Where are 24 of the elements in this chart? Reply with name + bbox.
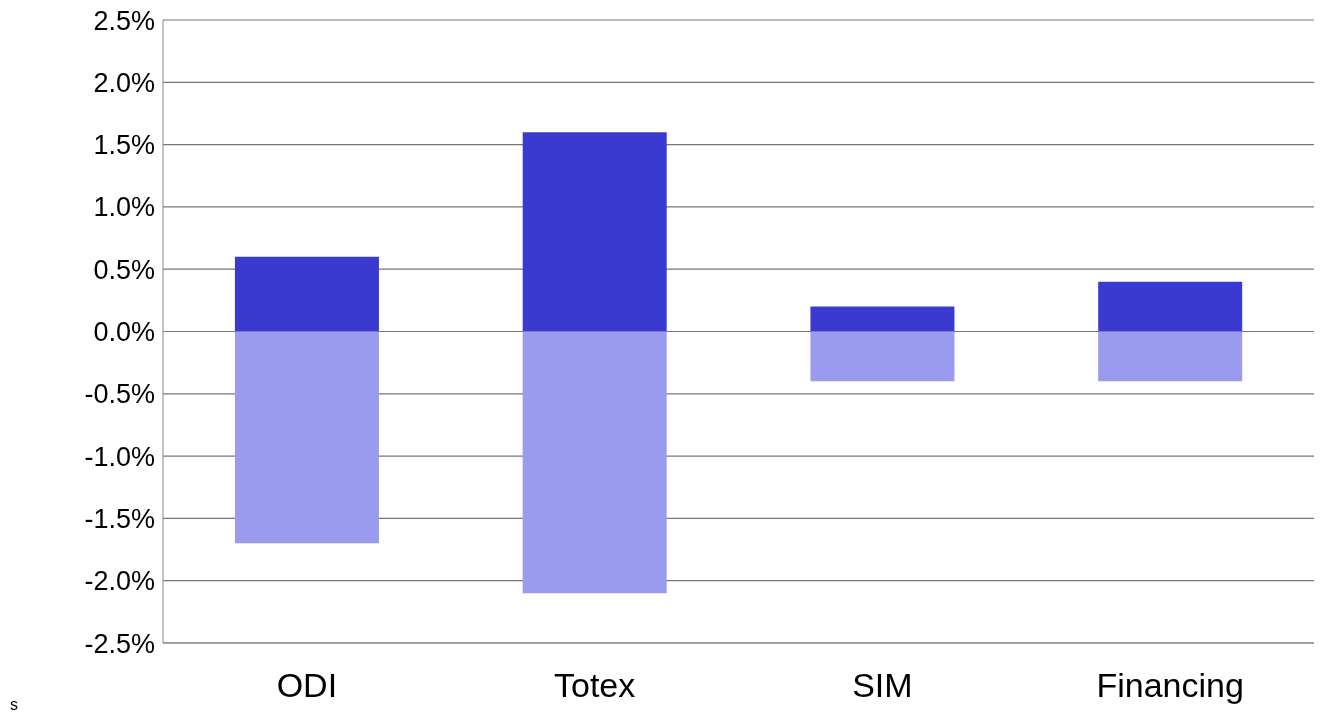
y-tick-label: -1.5%: [84, 503, 155, 534]
x-tick-label: ODI: [276, 666, 338, 705]
y-tick-label: -0.5%: [84, 379, 155, 410]
y-tick-label: 1.0%: [93, 192, 155, 223]
y-tick-label: -1.0%: [84, 441, 155, 472]
bar: [522, 331, 667, 594]
y-tick-label: -2.0%: [84, 566, 155, 597]
bar: [234, 256, 379, 332]
bar: [234, 331, 379, 544]
bar: [522, 132, 667, 332]
x-tick-label: Totex: [553, 666, 636, 705]
y-tick-label: 1.5%: [93, 130, 155, 161]
y-tick-label: 2.5%: [93, 5, 155, 36]
bar: [1098, 331, 1243, 382]
x-tick-label: SIM: [852, 666, 913, 705]
bar: [810, 306, 955, 332]
y-tick-label: 2.0%: [93, 67, 155, 98]
x-tick-label: Financing: [1096, 666, 1244, 705]
bar: [1098, 281, 1243, 332]
y-tick-label: 0.5%: [93, 254, 155, 285]
y-tick-label: 0.0%: [93, 317, 155, 348]
y-tick-label: -2.5%: [84, 628, 155, 659]
bar: [810, 331, 955, 382]
text: s: [10, 696, 18, 714]
